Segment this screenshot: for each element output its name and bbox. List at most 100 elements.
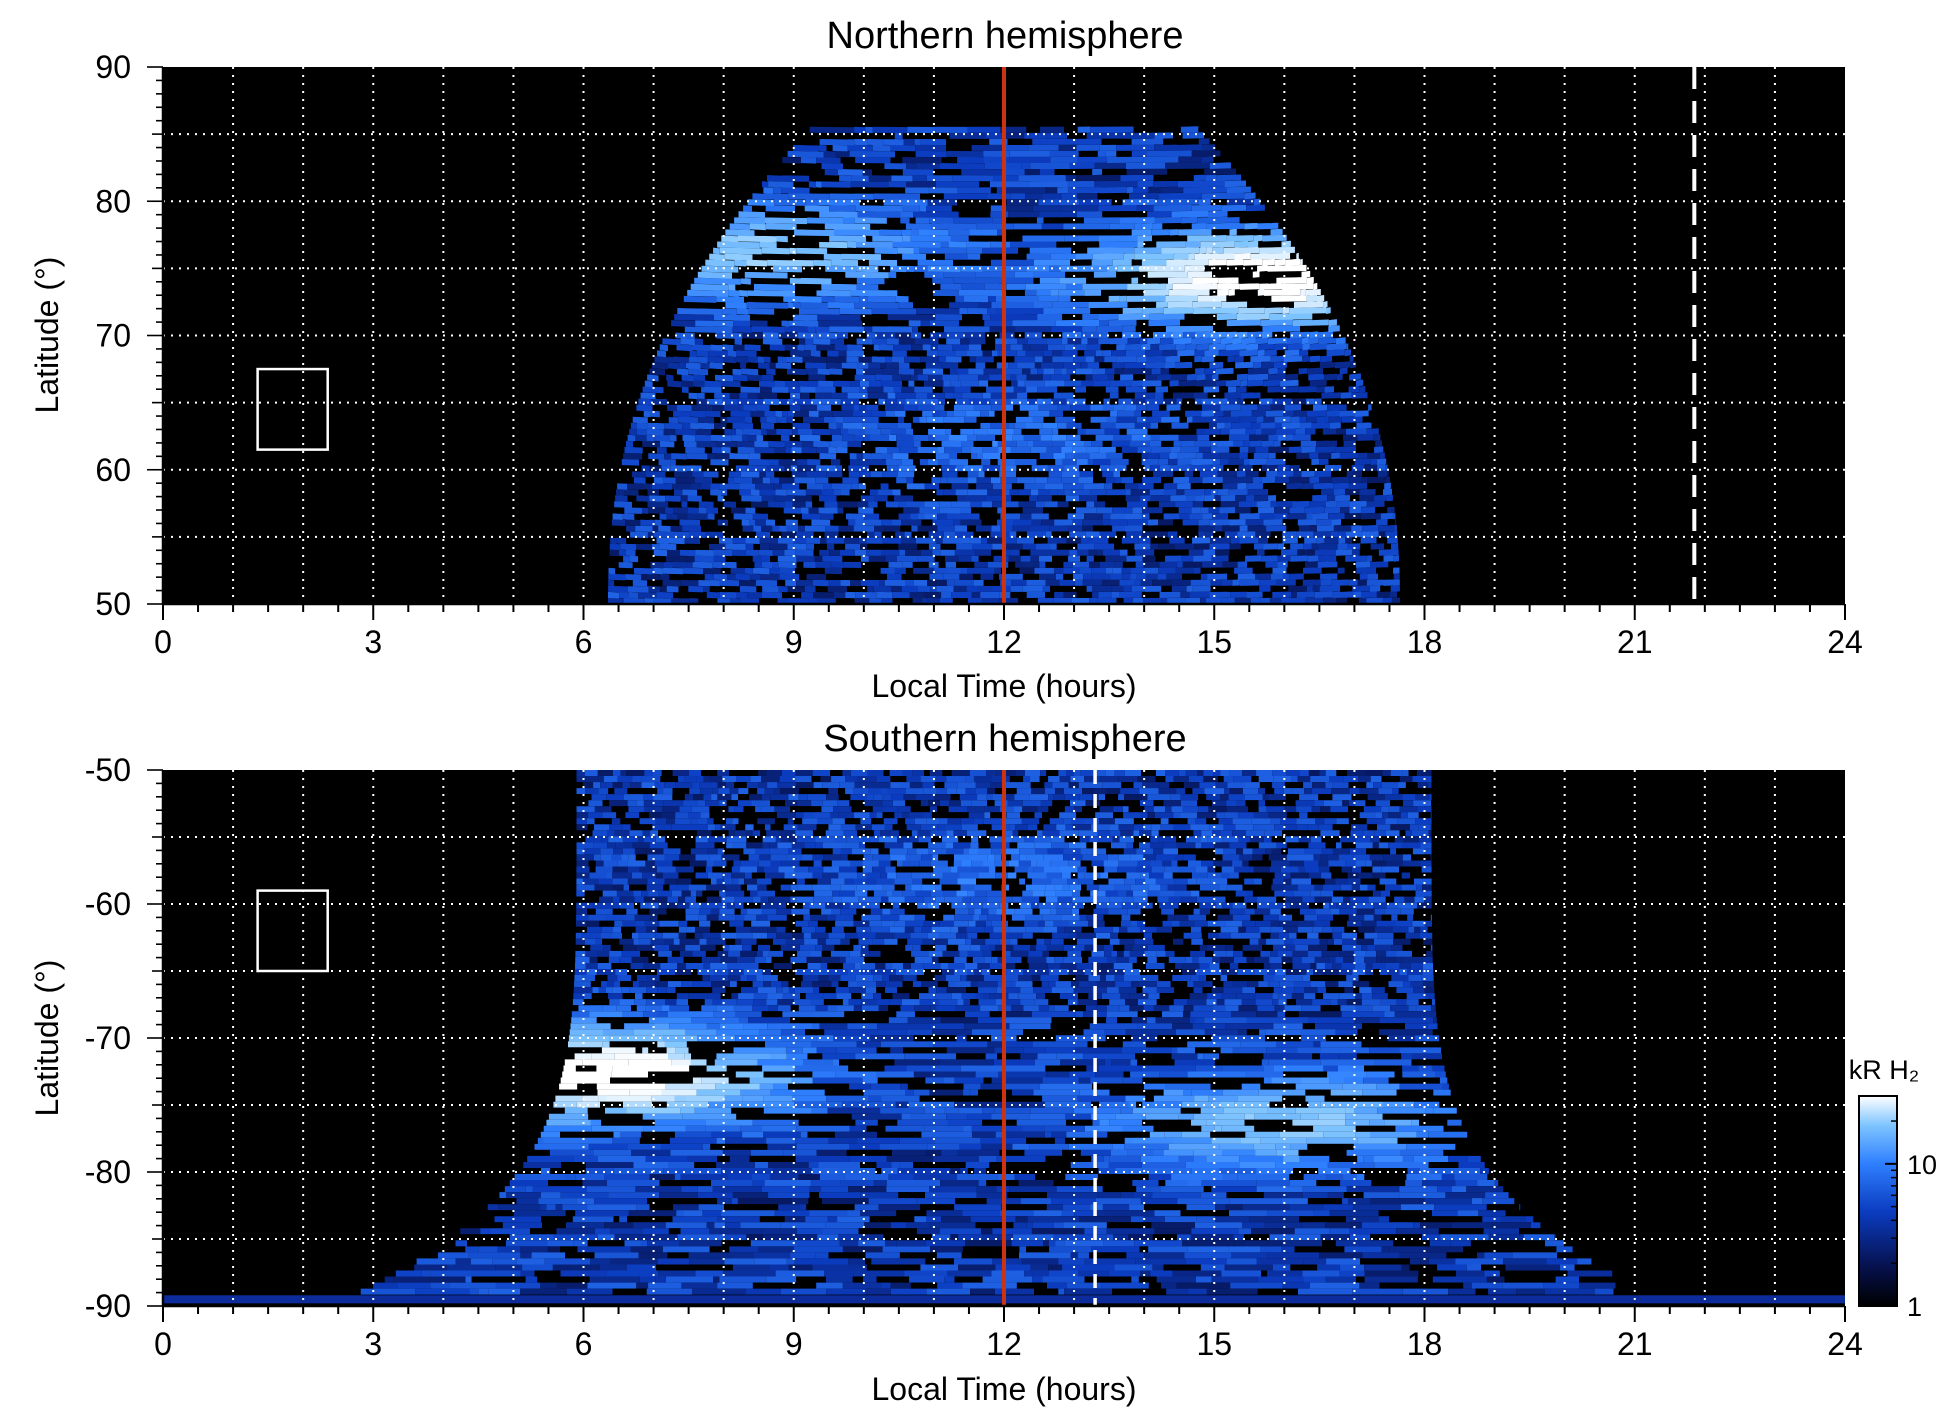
emission-streak bbox=[1381, 782, 1399, 789]
emission-streak bbox=[1238, 812, 1254, 819]
emission-streak bbox=[1068, 525, 1083, 532]
emission-streak bbox=[1253, 812, 1269, 819]
emission-streak bbox=[1012, 434, 1024, 441]
emission-streak bbox=[774, 199, 806, 206]
emission-streak bbox=[695, 549, 714, 557]
emission-streak bbox=[1193, 830, 1202, 837]
emission-streak bbox=[779, 525, 787, 532]
emission-streak bbox=[805, 338, 814, 345]
emission-streak bbox=[1076, 591, 1093, 598]
emission-streak bbox=[1372, 872, 1386, 879]
emission-streak bbox=[614, 788, 628, 795]
emission-streak bbox=[903, 842, 913, 849]
emission-streak bbox=[1381, 806, 1389, 813]
emission-streak bbox=[698, 416, 715, 424]
emission-streak bbox=[1349, 373, 1361, 381]
emission-streak bbox=[991, 848, 1004, 855]
emission-streak bbox=[747, 591, 762, 599]
emission-streak bbox=[576, 836, 586, 843]
emission-streak bbox=[1136, 470, 1154, 478]
emission-streak bbox=[1154, 132, 1173, 139]
emission-streak bbox=[1251, 410, 1266, 417]
emission-streak bbox=[1098, 794, 1106, 801]
emission-streak bbox=[669, 884, 689, 891]
emission-streak bbox=[903, 404, 918, 411]
emission-streak bbox=[795, 830, 813, 837]
emission-streak bbox=[878, 860, 891, 867]
emission-streak bbox=[1127, 549, 1136, 556]
emission-streak bbox=[782, 156, 801, 164]
emission-streak bbox=[627, 866, 640, 873]
emission-streak bbox=[1067, 132, 1087, 139]
emission-streak bbox=[920, 138, 947, 146]
emission-streak bbox=[1127, 337, 1140, 345]
emission-streak bbox=[1049, 525, 1069, 532]
emission-streak bbox=[690, 818, 698, 825]
emission-streak bbox=[924, 501, 940, 508]
emission-streak bbox=[952, 344, 969, 351]
emission-streak bbox=[1094, 543, 1115, 550]
emission-streak bbox=[945, 356, 962, 363]
emission-streak bbox=[652, 525, 659, 532]
emission-streak bbox=[1212, 271, 1253, 278]
emission-streak bbox=[1066, 770, 1074, 776]
emission-streak bbox=[1380, 512, 1394, 520]
emission-streak bbox=[1116, 150, 1132, 157]
emission-streak bbox=[630, 782, 642, 789]
emission-streak bbox=[818, 320, 863, 327]
emission-streak bbox=[1222, 854, 1240, 861]
emission-streak bbox=[792, 501, 806, 508]
emission-streak bbox=[1178, 507, 1192, 514]
emission-streak bbox=[756, 404, 770, 411]
emission-streak bbox=[1065, 271, 1094, 278]
emission-streak bbox=[1343, 440, 1357, 447]
emission-streak bbox=[1213, 531, 1225, 538]
emission-streak bbox=[941, 156, 958, 164]
emission-streak bbox=[756, 434, 764, 442]
emission-streak bbox=[1089, 561, 1100, 568]
emission-streak bbox=[651, 543, 660, 551]
emission-streak bbox=[1340, 884, 1352, 891]
emission-streak bbox=[663, 872, 679, 879]
emission-streak bbox=[1385, 860, 1403, 867]
emission-streak bbox=[1061, 471, 1080, 478]
emission-streak bbox=[787, 543, 794, 550]
emission-streak bbox=[1067, 338, 1082, 345]
emission-streak bbox=[901, 519, 922, 526]
emission-streak bbox=[882, 471, 898, 478]
emission-streak bbox=[1134, 543, 1151, 550]
emission-streak bbox=[672, 788, 690, 795]
emission-streak bbox=[978, 555, 994, 562]
emission-streak bbox=[940, 477, 948, 484]
emission-streak bbox=[1051, 878, 1068, 885]
emission-streak bbox=[1023, 434, 1041, 441]
emission-streak bbox=[1173, 132, 1183, 139]
emission-streak bbox=[727, 350, 736, 358]
emission-streak bbox=[1167, 168, 1205, 176]
emission-streak bbox=[1226, 319, 1261, 327]
emission-streak bbox=[1233, 440, 1244, 447]
emission-streak bbox=[1268, 446, 1289, 453]
emission-streak bbox=[1165, 355, 1181, 363]
emission-streak bbox=[821, 163, 843, 170]
emission-streak bbox=[734, 477, 753, 484]
emission-streak bbox=[801, 446, 817, 454]
emission-streak bbox=[915, 890, 931, 897]
emission-streak bbox=[969, 770, 986, 776]
emission-streak bbox=[1341, 866, 1352, 873]
emission-streak bbox=[648, 585, 661, 593]
emission-streak bbox=[1311, 806, 1321, 813]
emission-streak bbox=[796, 247, 828, 255]
emission-streak bbox=[808, 598, 818, 605]
emission-streak bbox=[1305, 561, 1318, 568]
emission-streak bbox=[1137, 860, 1151, 867]
emission-streak bbox=[973, 404, 992, 411]
emission-streak bbox=[1340, 585, 1353, 592]
emission-streak bbox=[1353, 854, 1370, 861]
emission-streak bbox=[903, 794, 916, 801]
emission-streak bbox=[946, 776, 966, 783]
emission-streak bbox=[1016, 465, 1032, 472]
emission-streak bbox=[1078, 782, 1087, 789]
emission-streak bbox=[746, 301, 789, 309]
emission-streak bbox=[869, 489, 878, 496]
